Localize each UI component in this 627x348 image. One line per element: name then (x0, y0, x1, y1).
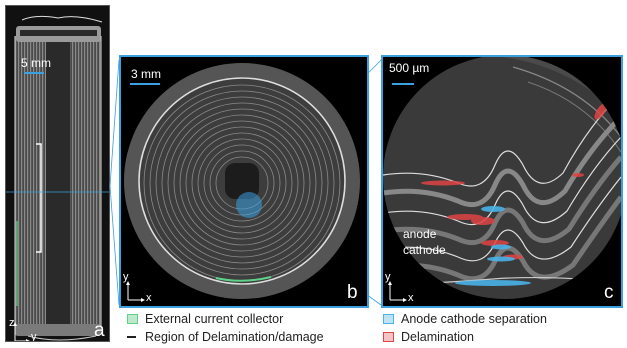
legend-external: External current collector (127, 312, 283, 326)
axis-x-label-c: x (408, 292, 414, 304)
panel-label-c: c (604, 282, 614, 303)
axis-y-label-b: y (123, 271, 129, 283)
scale-bar-a (24, 72, 44, 74)
external-swatch (127, 314, 138, 324)
axis-z-label: z (9, 317, 15, 329)
panel-a-side-view: 5 mm z y a (5, 5, 110, 342)
delamination-swatch (383, 332, 394, 342)
axis-x-label-b: x (146, 292, 152, 304)
cross-section-image (121, 57, 367, 306)
region-dash (127, 336, 136, 338)
scale-label-c: 500 µm (389, 61, 430, 75)
cathode-label: cathode (403, 243, 446, 257)
legend-external-label: External current collector (145, 312, 284, 326)
detail-image (383, 57, 621, 306)
anode-label: anode (403, 227, 437, 241)
legend-separation-label: Anode cathode separation (401, 312, 547, 326)
scale-label-b: 3 mm (131, 67, 161, 81)
panel-label-b: b (347, 282, 358, 303)
scale-bar-c (392, 83, 414, 85)
scale-label-a: 5 mm (21, 56, 51, 70)
separation-swatch (383, 314, 394, 324)
panel-b-cross-section: 3 mm y x b (119, 55, 369, 308)
side-view-image (6, 6, 109, 341)
legend-region: Region of Delamination/damage (127, 330, 324, 344)
panel-c-detail: 500 µm anode cathode y x c (381, 55, 623, 308)
legend-region-label: Region of Delamination/damage (145, 330, 324, 344)
legend-separation: Anode cathode separation (383, 312, 547, 326)
axis-y-label-c: y (385, 271, 391, 283)
axis-y-label-a: y (31, 331, 37, 342)
scale-bar-b (130, 83, 160, 85)
legend-delamination-label: Delamination (401, 330, 474, 344)
panel-label-a: a (94, 320, 105, 341)
legend-delamination: Delamination (383, 330, 474, 344)
